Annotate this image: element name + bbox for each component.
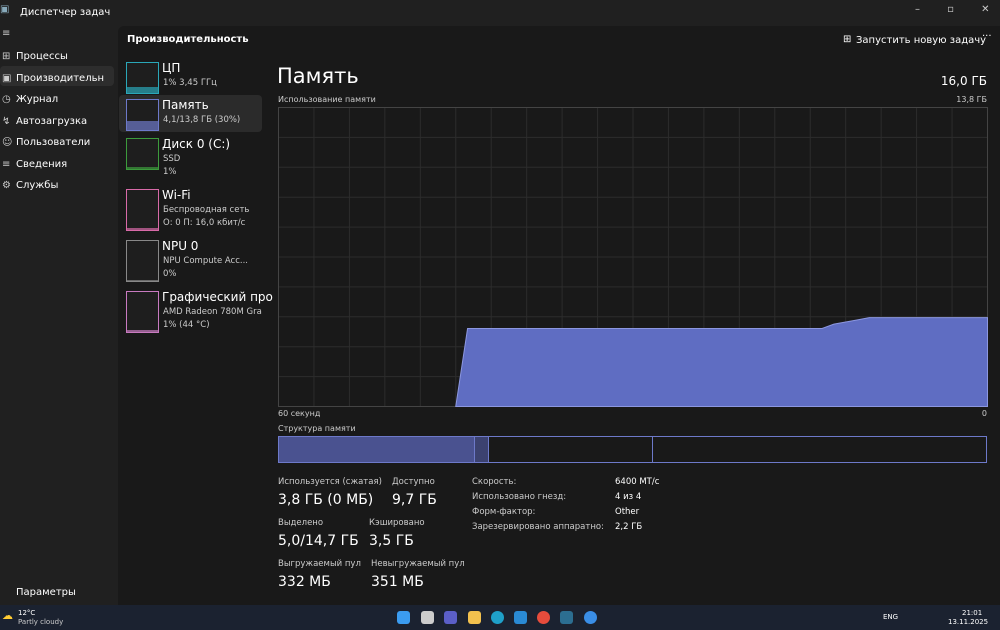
stat-label: Кэшировано — [369, 518, 425, 528]
nav-item[interactable]: Журнал — [16, 94, 59, 105]
time-left: 60 секунд — [278, 409, 321, 418]
app[interactable] — [444, 611, 457, 624]
device-detail: О: 0 П: 16,0 кбит/с — [163, 217, 246, 228]
device-detail: AMD Radeon 780M Gra — [163, 307, 262, 317]
stat-value: 332 МБ — [278, 574, 331, 590]
run-task[interactable]: Запустить новую задачу — [856, 35, 987, 46]
app[interactable] — [537, 611, 550, 624]
nav-icon[interactable]: ⊞ — [2, 51, 11, 62]
detail-label: Скорость: — [472, 477, 517, 487]
window-title: Диспетчер задач — [20, 7, 111, 18]
stat-label: Доступно — [392, 477, 435, 487]
nav-icon[interactable]: ≡ — [2, 158, 11, 170]
weather-temp: 12°C — [18, 609, 36, 617]
weather-icon: ☁ — [2, 609, 13, 622]
nav-item[interactable]: Производительн — [16, 72, 105, 84]
device-name: NPU 0 — [162, 239, 199, 253]
device-graph — [126, 99, 159, 131]
memory-graph — [278, 107, 988, 407]
detail-label: Форм-фактор: — [472, 507, 536, 517]
app[interactable] — [584, 611, 597, 624]
memory-title: Память — [277, 64, 359, 88]
stat-value: 5,0/14,7 ГБ — [278, 533, 359, 549]
lang[interactable]: ENG — [883, 613, 899, 621]
nav-icon[interactable]: ▣ — [2, 72, 12, 84]
app[interactable] — [560, 611, 573, 624]
window-controls[interactable]: – ▫ ✕ — [915, 4, 990, 15]
clock-date: 13.11.2025 — [948, 618, 989, 626]
app[interactable] — [514, 611, 527, 624]
device-graph — [126, 62, 159, 94]
nav-item[interactable]: Пользователи — [16, 137, 91, 148]
detail-value: 4 из 4 — [615, 492, 642, 502]
device-graph — [126, 189, 159, 231]
more[interactable]: ··· — [982, 31, 992, 42]
time-right: 0 — [981, 409, 987, 418]
menu-button[interactable]: ≡ — [2, 28, 11, 39]
structure-label: Структура памяти — [278, 424, 356, 433]
device-detail: 0% — [163, 268, 177, 279]
app[interactable] — [468, 611, 481, 624]
stat-value: 9,7 ГБ — [392, 492, 437, 508]
memory-structure — [278, 436, 987, 463]
device-name: Графический про — [162, 290, 273, 304]
device-detail: SSD — [163, 154, 181, 164]
device-graph — [126, 138, 159, 170]
device-detail: 1% (44 °C) — [163, 319, 210, 330]
structure-in-use — [278, 436, 475, 463]
memory-area — [455, 317, 988, 407]
device-graph — [126, 240, 159, 282]
nav-selected — [0, 66, 114, 86]
nav-item[interactable]: Сведения — [16, 158, 68, 170]
device-detail: NPU Compute Acc... — [163, 256, 248, 266]
detail-label: Использовано гнезд: — [472, 492, 567, 502]
structure-modified — [474, 436, 489, 463]
nav-settings[interactable]: Параметры — [16, 587, 76, 598]
device-name: Диск 0 (C:) — [162, 137, 231, 151]
detail-label: Зарезервировано аппаратно: — [472, 522, 604, 532]
content — [118, 26, 1000, 605]
memory-total: 16,0 ГБ — [940, 74, 987, 88]
app[interactable] — [491, 611, 504, 624]
device-detail: 4,1/13,8 ГБ (30%) — [163, 115, 241, 125]
device-name: Память — [162, 98, 209, 112]
detail-value: 2,2 ГБ — [615, 522, 643, 532]
nav-icon[interactable]: ↯ — [2, 115, 11, 127]
device-name: Wi-Fi — [162, 188, 191, 202]
stat-label: Используется (сжатая) — [278, 477, 382, 487]
stat-label: Невыгружаемый пул — [371, 559, 465, 569]
start[interactable] — [397, 611, 410, 624]
page-title: Производительность — [127, 34, 249, 45]
weather-text: Partly cloudy — [18, 618, 64, 626]
run-icon: ⊞ — [843, 34, 852, 45]
stat-value: 3,5 ГБ — [369, 533, 414, 549]
device-detail: Беспроводная сеть — [163, 205, 250, 215]
stat-value: 3,8 ГБ (0 МБ) — [278, 492, 374, 508]
detail-value: Other — [615, 507, 640, 517]
stat-label: Выгружаемый пул — [278, 559, 361, 569]
app-icon: ▣ — [0, 4, 10, 15]
detail-value: 6400 МТ/с — [615, 477, 660, 487]
nav-item[interactable]: Автозагрузка — [16, 115, 88, 127]
nav-item[interactable]: Процессы — [16, 51, 68, 62]
stat-label: Выделено — [278, 518, 324, 528]
stat-value: 351 МБ — [371, 574, 424, 590]
app[interactable] — [421, 611, 434, 624]
device-name: ЦП — [162, 61, 181, 75]
usage-label: Использование памяти — [278, 95, 376, 104]
device-detail: 1% — [163, 166, 177, 177]
usage-max: 13,8 ГБ — [956, 95, 987, 104]
nav-icon[interactable]: ☺ — [2, 137, 13, 148]
device-graph — [126, 291, 159, 333]
nav-item[interactable]: Службы — [16, 180, 59, 191]
device-detail: 1% 3,45 ГГц — [163, 78, 217, 88]
nav-icon[interactable]: ⚙ — [2, 180, 11, 191]
clock-time: 21:01 — [962, 609, 983, 617]
nav-icon[interactable]: ◷ — [2, 94, 11, 105]
